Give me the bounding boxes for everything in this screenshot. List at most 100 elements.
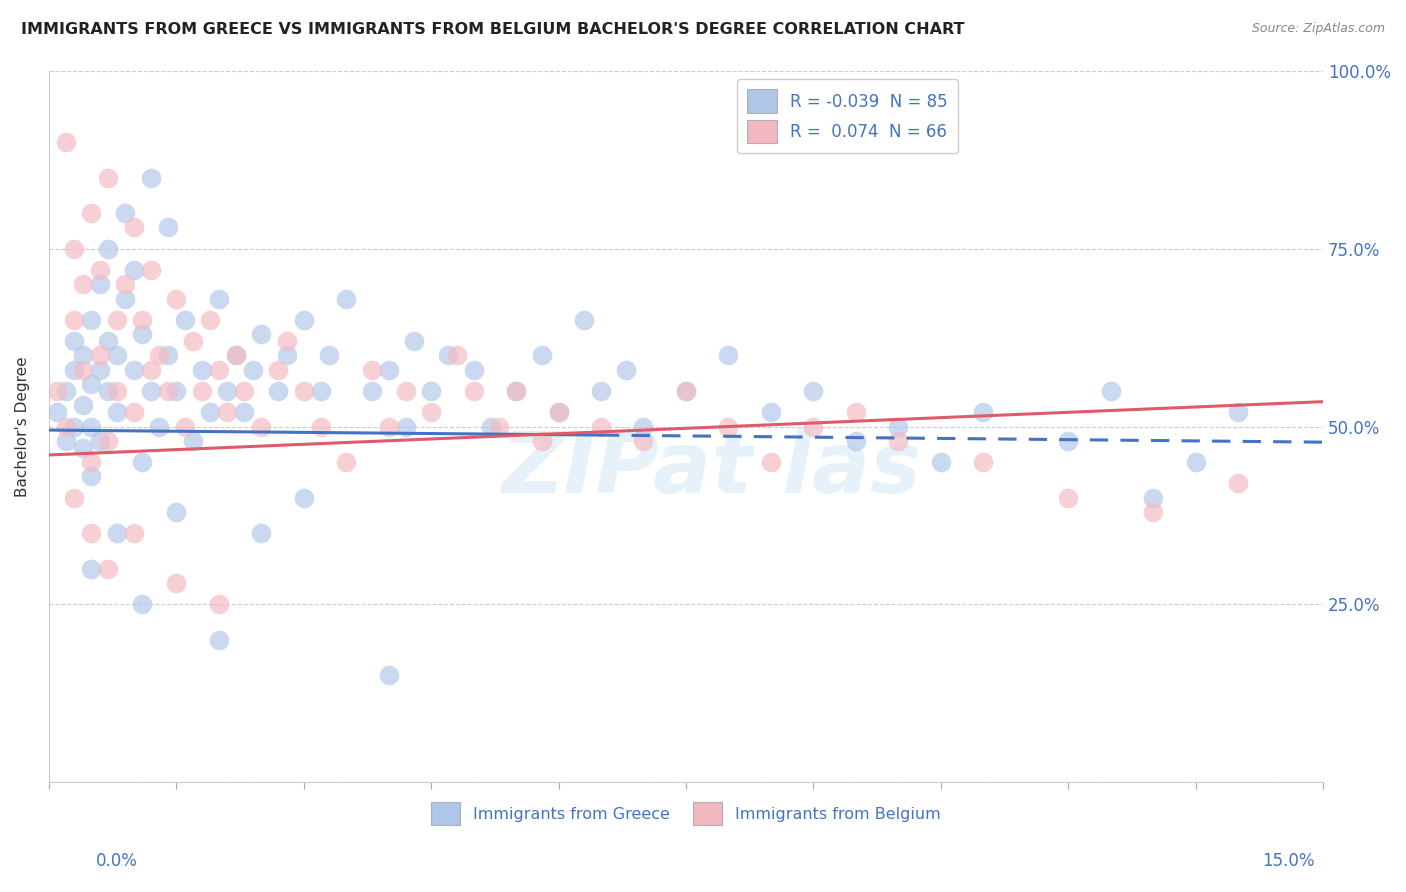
Point <box>276 348 298 362</box>
Point <box>377 362 399 376</box>
Point <box>80 455 103 469</box>
Point <box>139 170 162 185</box>
Point <box>63 313 86 327</box>
Point <box>845 405 868 419</box>
Point <box>190 384 212 398</box>
Point <box>759 455 782 469</box>
Point <box>80 206 103 220</box>
Point <box>225 348 247 362</box>
Point <box>530 348 553 362</box>
Point <box>420 405 443 419</box>
Point <box>547 405 569 419</box>
Point <box>505 384 527 398</box>
Point <box>335 292 357 306</box>
Point <box>318 348 340 362</box>
Point <box>46 405 69 419</box>
Point <box>63 362 86 376</box>
Point <box>131 327 153 342</box>
Point <box>46 384 69 398</box>
Point <box>479 419 502 434</box>
Point <box>208 597 231 611</box>
Point <box>156 384 179 398</box>
Point <box>63 242 86 256</box>
Point <box>446 348 468 362</box>
Point <box>845 434 868 448</box>
Point <box>122 362 145 376</box>
Point <box>1227 405 1250 419</box>
Point <box>89 434 111 448</box>
Point <box>63 419 86 434</box>
Point <box>530 434 553 448</box>
Point <box>675 384 697 398</box>
Point <box>165 384 187 398</box>
Point <box>377 668 399 682</box>
Point <box>335 455 357 469</box>
Point <box>267 384 290 398</box>
Point <box>105 526 128 541</box>
Point <box>190 362 212 376</box>
Point <box>394 384 416 398</box>
Point <box>139 362 162 376</box>
Point <box>360 384 382 398</box>
Point <box>105 313 128 327</box>
Point <box>97 384 120 398</box>
Point <box>208 362 231 376</box>
Point <box>181 434 204 448</box>
Point <box>1057 491 1080 505</box>
Point <box>122 526 145 541</box>
Point <box>80 469 103 483</box>
Point <box>972 455 994 469</box>
Point <box>463 384 485 398</box>
Point <box>250 526 273 541</box>
Point <box>148 419 170 434</box>
Point <box>437 348 460 362</box>
Point <box>225 348 247 362</box>
Point <box>80 526 103 541</box>
Legend: Immigrants from Greece, Immigrants from Belgium: Immigrants from Greece, Immigrants from … <box>422 793 950 834</box>
Point <box>267 362 290 376</box>
Point <box>89 348 111 362</box>
Point <box>404 334 426 349</box>
Point <box>63 491 86 505</box>
Point <box>309 419 332 434</box>
Point <box>72 277 94 292</box>
Point <box>72 398 94 412</box>
Point <box>589 384 612 398</box>
Point <box>250 327 273 342</box>
Point <box>156 220 179 235</box>
Point <box>139 384 162 398</box>
Point <box>1099 384 1122 398</box>
Point <box>122 405 145 419</box>
Point <box>105 405 128 419</box>
Point <box>292 491 315 505</box>
Point <box>633 434 655 448</box>
Point <box>488 419 510 434</box>
Point <box>105 348 128 362</box>
Point <box>198 405 221 419</box>
Point <box>233 405 256 419</box>
Point <box>165 292 187 306</box>
Point <box>589 419 612 434</box>
Point <box>89 362 111 376</box>
Point <box>803 384 825 398</box>
Point <box>97 170 120 185</box>
Point <box>55 419 77 434</box>
Point <box>394 419 416 434</box>
Point <box>717 348 740 362</box>
Point <box>80 376 103 391</box>
Point <box>420 384 443 398</box>
Point <box>148 348 170 362</box>
Point <box>122 220 145 235</box>
Point <box>181 334 204 349</box>
Text: 0.0%: 0.0% <box>96 852 138 870</box>
Point <box>887 434 910 448</box>
Point <box>165 576 187 591</box>
Point <box>292 384 315 398</box>
Point <box>114 292 136 306</box>
Point <box>131 597 153 611</box>
Point <box>97 242 120 256</box>
Point <box>114 206 136 220</box>
Point <box>377 419 399 434</box>
Point <box>131 455 153 469</box>
Point <box>173 313 195 327</box>
